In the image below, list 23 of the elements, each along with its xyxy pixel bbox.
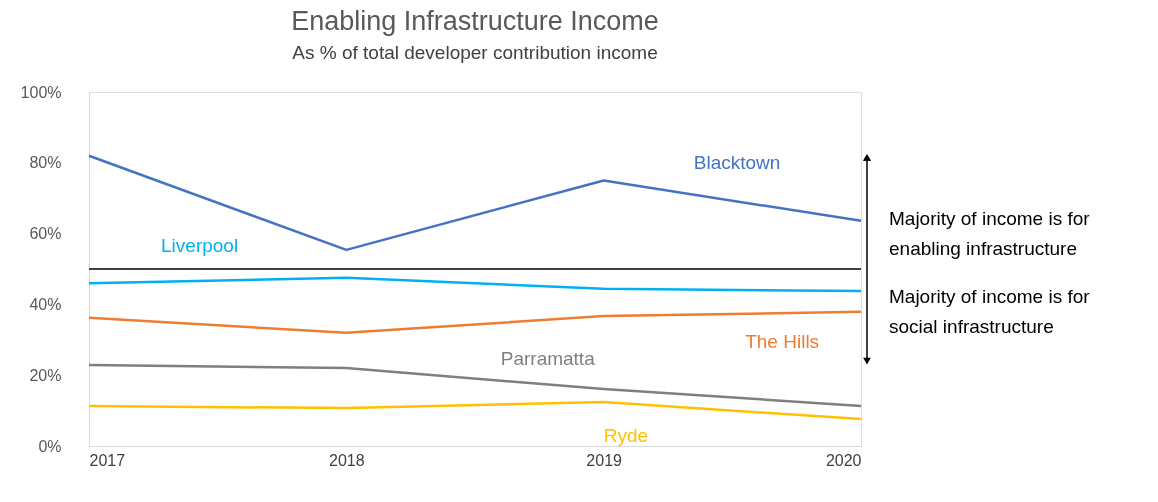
y-tick-label: 0% bbox=[38, 437, 62, 455]
x-tick-label: 2020 bbox=[825, 451, 862, 469]
y-tick-label: 100% bbox=[20, 83, 62, 101]
line-series bbox=[87, 310, 863, 334]
x-tick-label: 2018 bbox=[329, 451, 365, 469]
y-tick-label: 80% bbox=[29, 154, 62, 172]
text: Majority of income is for enabling infrastructure bbox=[889, 208, 1091, 260]
y-tick-label: 40% bbox=[29, 295, 62, 313]
series-label: Liverpool bbox=[161, 235, 239, 257]
series-label: Blacktown bbox=[693, 151, 781, 173]
chart-subtitle: As % of total developer contribution income bbox=[292, 42, 658, 63]
chart-title: Enabling Infrastructure Income bbox=[291, 6, 659, 36]
line-series bbox=[87, 400, 863, 421]
line-series bbox=[87, 363, 863, 408]
y-tick-label: 20% bbox=[29, 366, 62, 384]
text: Majority of income is for social infrastructure bbox=[889, 286, 1091, 338]
series-label: The Hills bbox=[745, 331, 820, 353]
series-label: Ryde bbox=[603, 424, 649, 446]
x-tick-label: 2017 bbox=[89, 451, 126, 469]
x-tick-label: 2019 bbox=[586, 451, 623, 469]
line-series bbox=[87, 276, 863, 293]
series-label: Parramatta bbox=[500, 348, 596, 370]
y-tick-label: 60% bbox=[29, 225, 62, 243]
